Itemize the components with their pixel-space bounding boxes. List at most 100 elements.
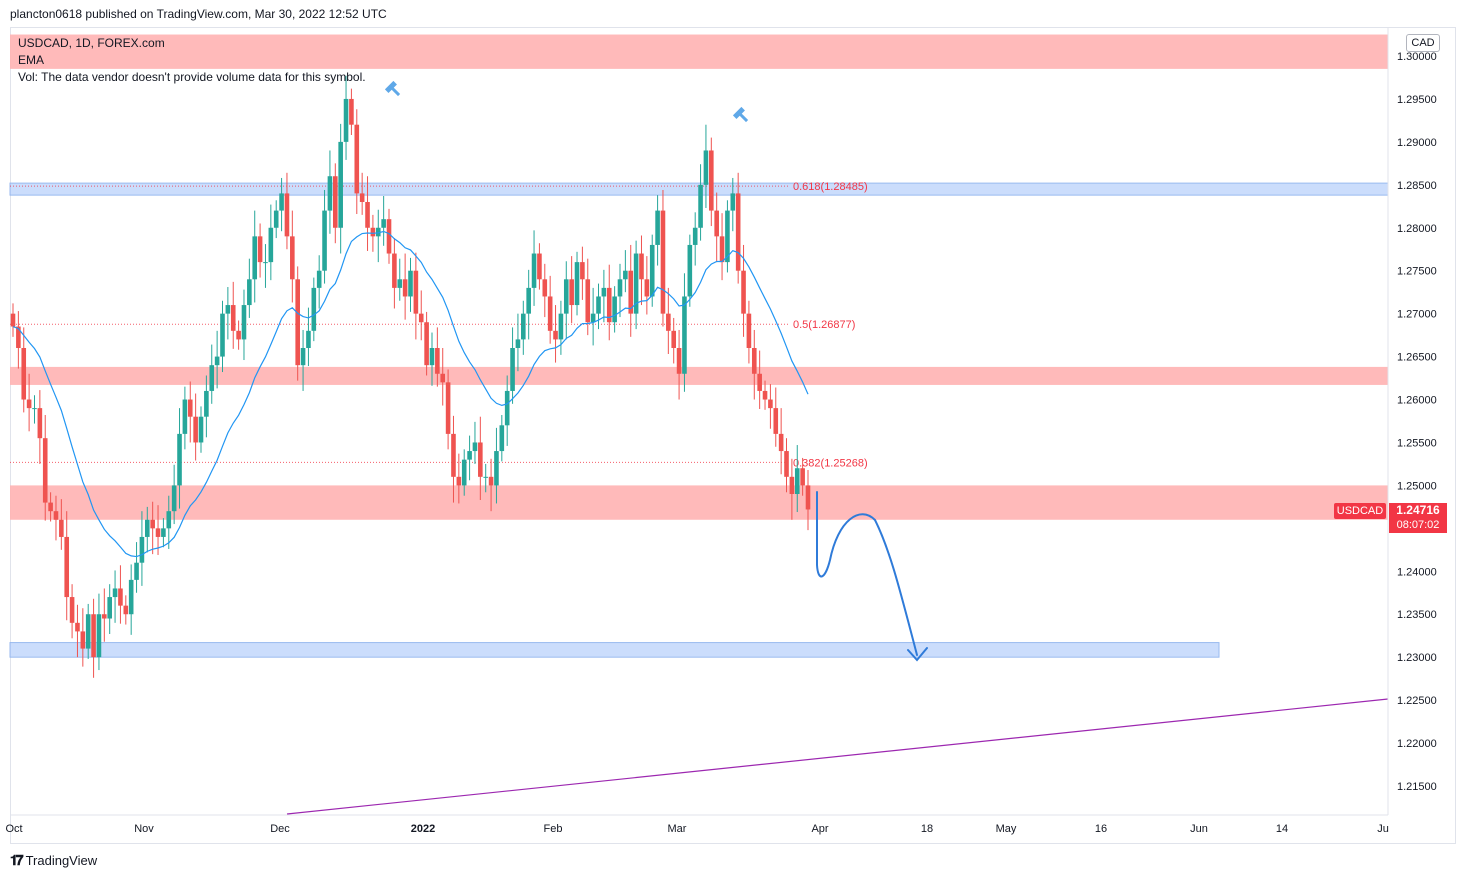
candle-body [494, 451, 499, 486]
candle-body [365, 202, 370, 228]
zone-resistance-0 [10, 34, 1388, 69]
fib-label-0: 0.618(1.28485) [793, 181, 868, 193]
candle-body [263, 262, 268, 264]
candle-body [187, 399, 193, 417]
candle-body [478, 442, 483, 477]
candle-body [144, 519, 150, 537]
candle-body [327, 176, 333, 211]
candle-body [155, 528, 161, 537]
candle-body [42, 438, 48, 503]
candle-body [558, 313, 564, 340]
candle-body [709, 150, 714, 211]
candle-body [230, 305, 236, 331]
candle-body [440, 373, 446, 383]
candle-body [773, 408, 779, 434]
x-tick-label: 14 [1276, 823, 1288, 835]
x-tick-label: Oct [5, 823, 22, 835]
y-tick-label: 1.24000 [1397, 566, 1437, 578]
candle-body [746, 313, 752, 348]
candle-body [639, 253, 644, 280]
candle-body [730, 193, 736, 211]
candle-body [719, 236, 725, 263]
candle-body [241, 305, 247, 340]
candle-body [69, 597, 75, 623]
y-tick-label: 1.26500 [1397, 352, 1437, 364]
bar-countdown: 08:07:02 [1396, 519, 1440, 531]
candle-body [456, 476, 462, 486]
candle-body [510, 348, 515, 391]
candle-body [59, 519, 64, 537]
y-tick-label: 1.28000 [1397, 223, 1437, 235]
candle-body [257, 236, 263, 263]
footer-brand[interactable]: TradingView [25, 853, 98, 868]
candle-body [209, 365, 215, 391]
y-tick-label: 1.25000 [1397, 480, 1437, 492]
candle-body [214, 356, 220, 366]
x-tick-label: Dec [270, 823, 290, 835]
candle-body [247, 279, 252, 306]
candle-body [273, 210, 279, 228]
candle-body [381, 219, 386, 228]
candle-body [64, 536, 70, 598]
candle-body [397, 279, 403, 288]
candle-body [26, 399, 32, 409]
candle-body [236, 330, 241, 340]
candle-body [80, 631, 86, 649]
candle-body [290, 236, 295, 280]
y-tick-label: 1.29000 [1397, 137, 1437, 149]
candle-body [741, 270, 746, 314]
candle-body [537, 253, 542, 280]
tradingview-logo-icon[interactable]: 𝟏𝟕 [10, 852, 24, 868]
candle-body [542, 279, 548, 297]
candle-body [150, 519, 155, 529]
candle-body [467, 451, 472, 460]
candle-body [85, 614, 91, 649]
candle-body [220, 313, 225, 357]
candle-body [268, 227, 274, 263]
candle-body [75, 622, 80, 632]
candle-body [435, 348, 440, 374]
y-tick-label: 1.30000 [1397, 51, 1437, 63]
candle-body [182, 399, 188, 434]
candle-body [612, 296, 617, 323]
candle-body [671, 330, 677, 348]
candle-body [166, 511, 172, 529]
candle-body [161, 528, 166, 537]
candle-body [225, 305, 231, 314]
candle-body [649, 244, 655, 297]
last-price-tag: 1.24716 08:07:02 [1389, 503, 1447, 533]
legend-symbol[interactable]: USDCAD, 1D, FOREX.com [18, 36, 165, 50]
candle-body [332, 176, 338, 228]
candle-body [445, 382, 451, 434]
candle-body [778, 433, 784, 452]
zone-support-4 [9, 642, 1220, 658]
candle-body [311, 287, 317, 331]
candle-body [37, 408, 43, 439]
currency-badge[interactable]: CAD [1406, 34, 1440, 52]
candle-body [682, 296, 687, 374]
zone-resistance-2 [10, 366, 1388, 385]
candle-body [32, 408, 37, 410]
candle-body [177, 433, 182, 486]
candle-body [644, 279, 650, 297]
candle-body [316, 270, 322, 288]
candle-body [53, 511, 59, 520]
candle-body [628, 270, 634, 314]
candle-body [601, 287, 607, 297]
legend-indicator[interactable]: EMA [18, 53, 45, 67]
y-tick-label: 1.29500 [1397, 94, 1437, 106]
candle-body [547, 296, 553, 331]
candle-body [488, 476, 494, 486]
candle-body [408, 270, 413, 297]
zone-resistance-3 [10, 485, 1388, 520]
candle-body [461, 459, 467, 486]
footer: 𝟏𝟕 TradingView [10, 852, 97, 869]
candle-body [451, 433, 456, 477]
trendline [286, 698, 1389, 815]
candle-body [725, 210, 730, 263]
candle-body [204, 390, 209, 417]
y-tick-label: 1.22000 [1397, 738, 1437, 750]
candle-body [655, 210, 660, 245]
projection-drawing [816, 491, 928, 662]
